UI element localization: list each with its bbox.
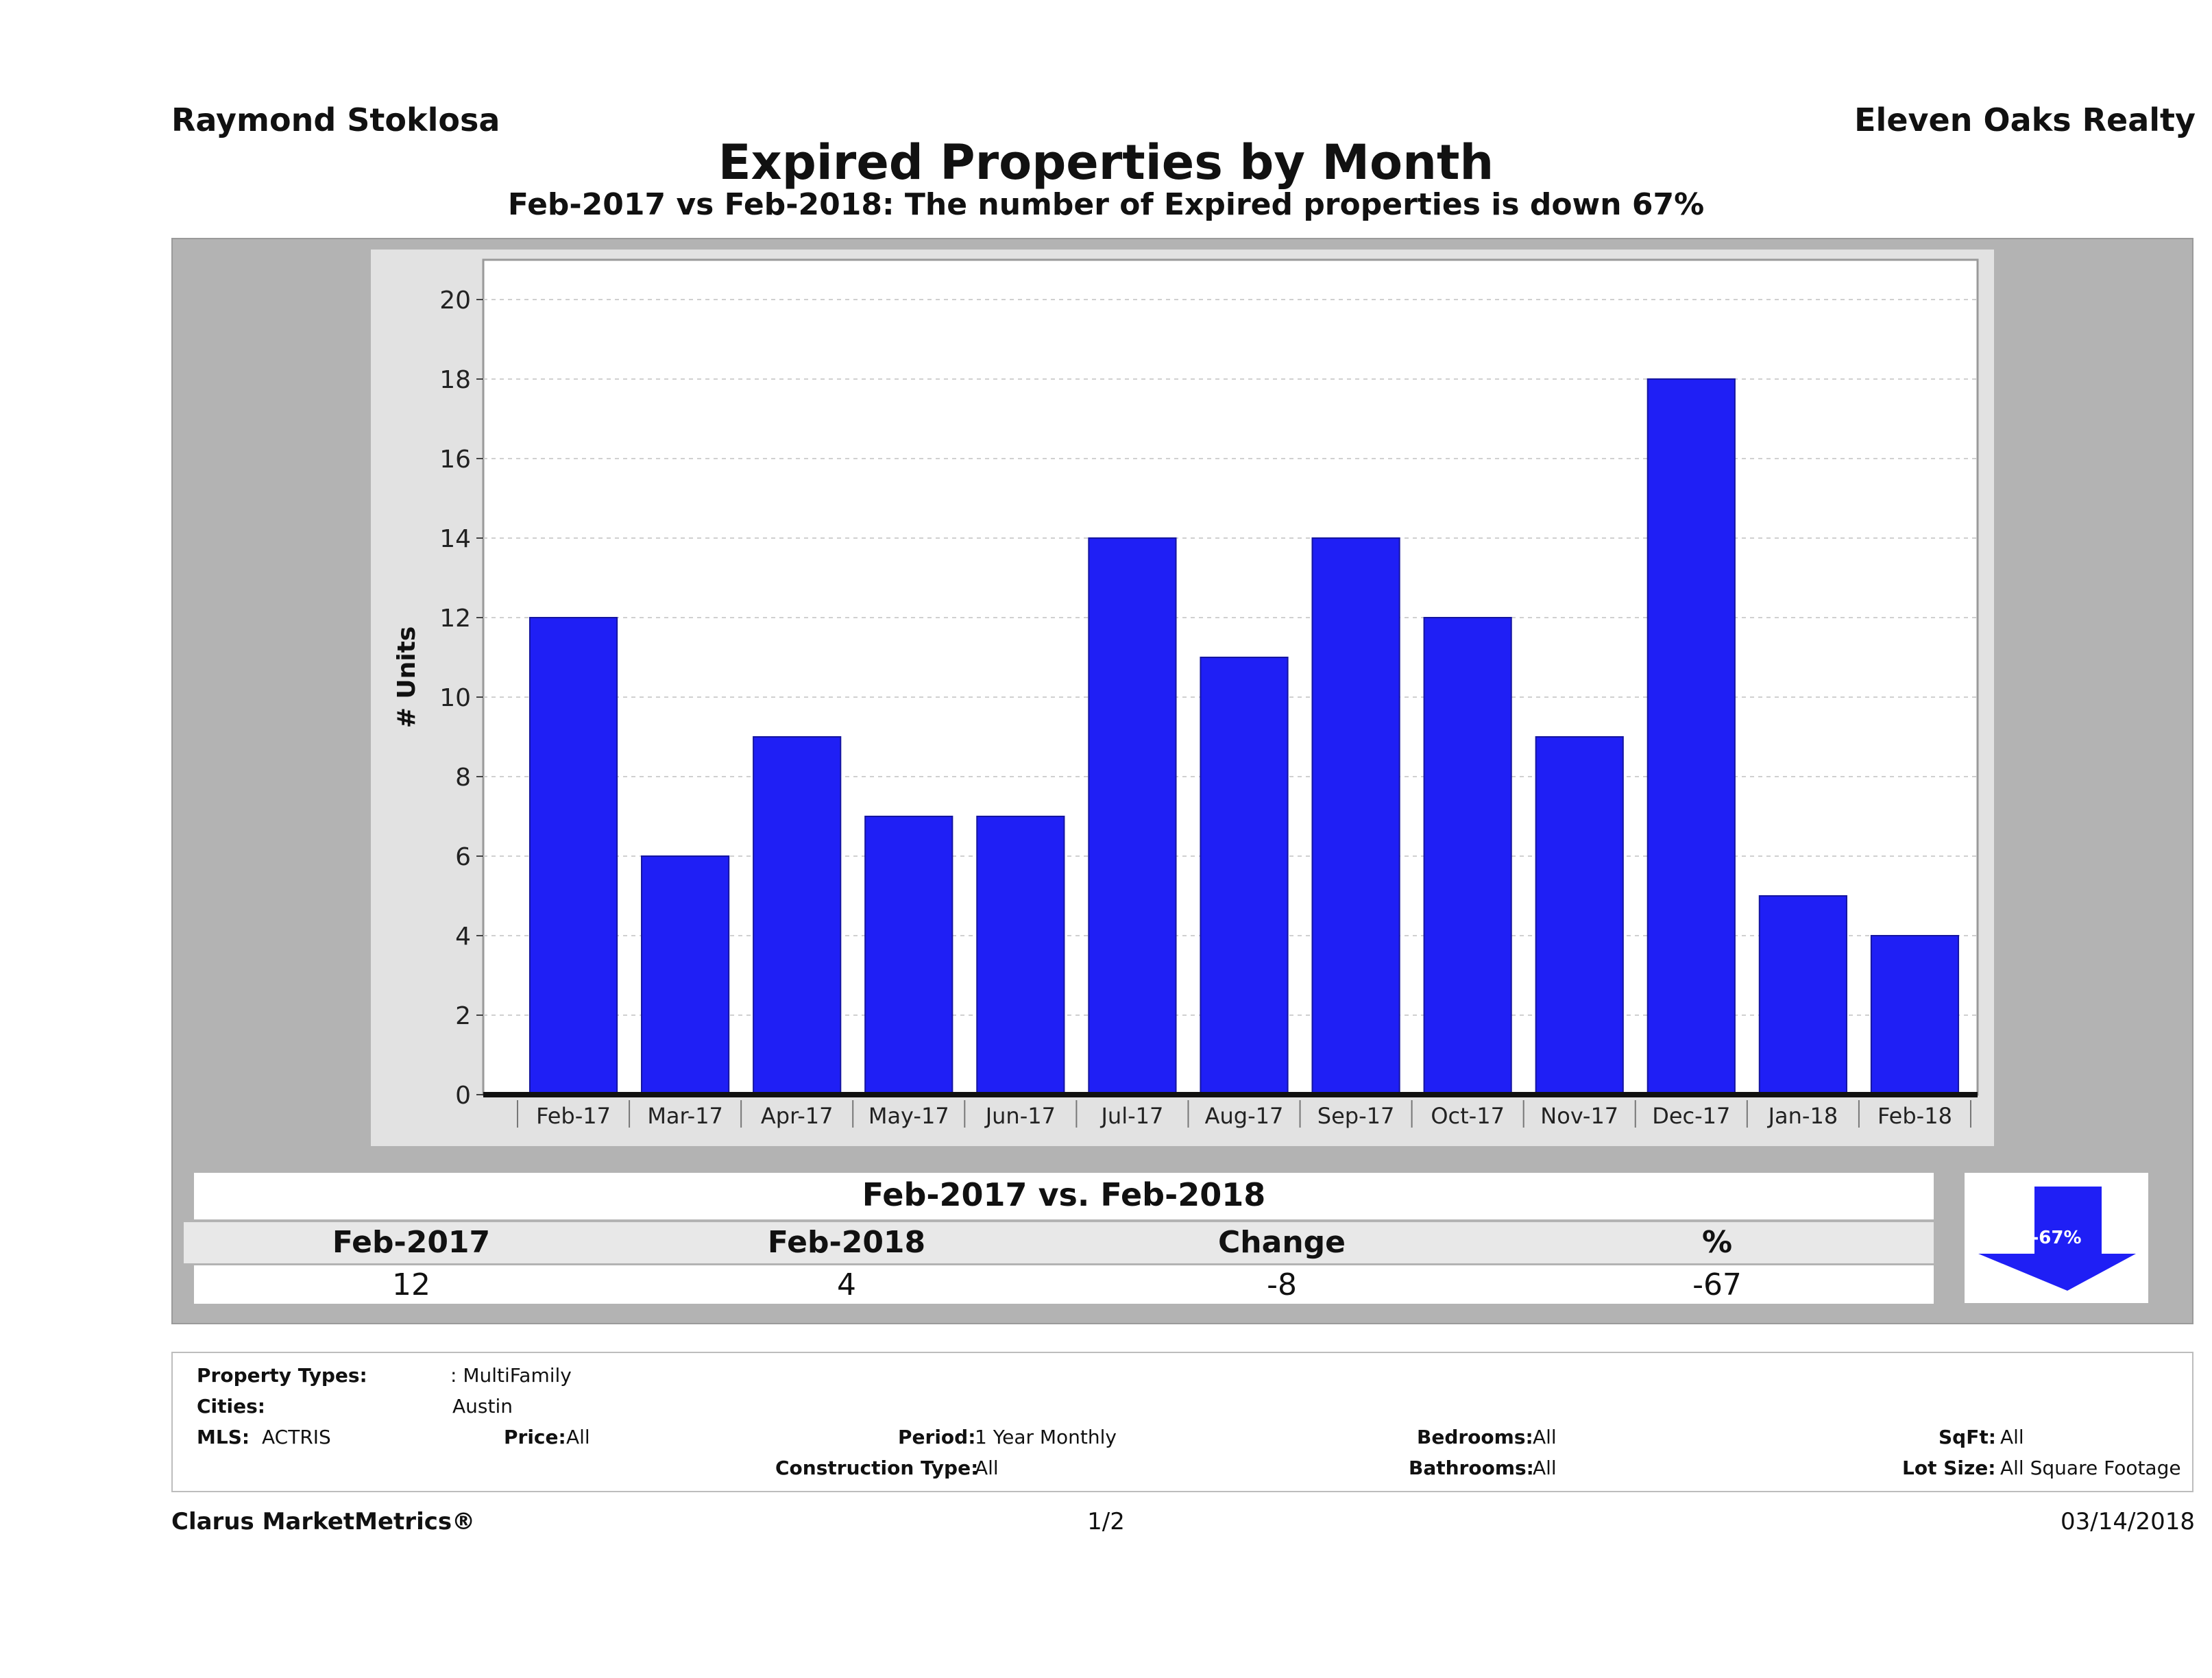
construction-type-value: All [975, 1457, 999, 1479]
property-types-label: Property Types: [197, 1364, 367, 1387]
y-tick-label: 2 [455, 1002, 471, 1030]
bar-chart: 0 2 4 6 8 10 12 14 16 18 20 # Units Feb-17 Mar-17 Apr-… [393, 258, 1979, 1129]
bathrooms-label: Bathrooms: [1409, 1457, 1534, 1479]
bar-Nov-17 [1535, 736, 1624, 1095]
comparison-title-row [194, 1173, 1934, 1219]
comparison-value-percent: -67 [1692, 1267, 1742, 1302]
comparison-value-feb-2018: 4 [837, 1267, 856, 1302]
bar-Feb-17 [528, 617, 618, 1095]
bar-Apr-17 [753, 736, 842, 1095]
page-number: 1/2 [1087, 1508, 1125, 1535]
y-axis-label: # Units [393, 627, 421, 729]
y-tick-label: 14 [439, 525, 471, 553]
comparison-header-feb-2018: Feb-2018 [767, 1225, 926, 1260]
lot-size-label: Lot Size: [1902, 1457, 1996, 1479]
comparison-header-percent: % [1701, 1225, 1733, 1260]
bedrooms-label: Bedrooms: [1417, 1426, 1533, 1448]
bar-Mar-17 [641, 855, 730, 1095]
mls-value: ACTRIS [262, 1426, 331, 1448]
x-tick-label: Feb-17 [536, 1103, 611, 1129]
period-value: 1 Year Monthly [975, 1426, 1117, 1448]
broker-name: Eleven Oaks Realty [1854, 101, 2196, 138]
y-tick-label: 10 [439, 684, 471, 712]
x-tick-label: Jul-17 [1099, 1103, 1163, 1129]
lot-size-value: All Square Footage [2000, 1457, 2181, 1479]
report-date: 03/14/2018 [2061, 1508, 2195, 1535]
x-tick-label: May-17 [868, 1103, 949, 1129]
cities-value: Austin [452, 1395, 513, 1418]
comparison-header-row [184, 1222, 1934, 1263]
y-tick-label: 6 [455, 843, 471, 871]
search-criteria-box [171, 1352, 2193, 1492]
chart-title: Expired Properties by Month [718, 134, 1494, 191]
x-tick-label: Apr-17 [761, 1103, 834, 1129]
down-arrow-icon: -67% [1978, 1187, 2136, 1291]
x-tick-label: Dec-17 [1652, 1103, 1730, 1129]
comparison-header-feb-2017: Feb-2017 [332, 1225, 491, 1260]
y-tick-label: 8 [455, 764, 471, 792]
cities-label: Cities: [197, 1395, 265, 1418]
bar-Jun-17 [976, 816, 1065, 1095]
y-tick-label: 0 [455, 1082, 471, 1110]
chart-panel: 0 2 4 6 8 10 12 14 16 18 20 # Units Feb-17 Mar-17 Apr-… [371, 250, 1994, 1146]
bar-Oct-17 [1423, 617, 1512, 1095]
x-tick-label: Aug-17 [1205, 1103, 1284, 1129]
bar-Aug-17 [1200, 657, 1289, 1095]
agent-name: Raymond Stoklosa [171, 101, 500, 138]
comparison-value-change: -8 [1267, 1267, 1297, 1302]
x-tick-label: Sep-17 [1317, 1103, 1395, 1129]
bar-Feb-18 [1870, 935, 1960, 1095]
bar-Sep-17 [1311, 537, 1400, 1095]
x-tick-label: Mar-17 [647, 1103, 723, 1129]
x-tick-label: Jan-18 [1767, 1103, 1838, 1129]
comparison-value-feb-2017: 12 [392, 1267, 430, 1302]
y-tick-label: 4 [455, 923, 471, 951]
chart-subtitle: Feb-2017 vs Feb-2018: The number of Expi… [507, 187, 1705, 222]
comparison-title: Feb-2017 vs. Feb-2018 [862, 1176, 1266, 1213]
bar-Jul-17 [1088, 537, 1177, 1095]
y-tick-label: 18 [439, 366, 471, 394]
footer-brand: Clarus MarketMetrics® [171, 1508, 476, 1535]
bedrooms-value: All [1533, 1426, 1557, 1448]
y-tick-label: 20 [439, 287, 471, 315]
y-tick-label: 12 [439, 605, 471, 633]
x-tick-label: Oct-17 [1431, 1103, 1505, 1129]
comparison-value-row [194, 1265, 1934, 1304]
bar-Dec-17 [1646, 378, 1736, 1095]
period-label: Period: [898, 1426, 976, 1448]
price-value: All [566, 1426, 590, 1448]
price-label: Price: [504, 1426, 566, 1448]
property-types-value: : MultiFamily [450, 1364, 572, 1387]
bathrooms-value: All [1533, 1457, 1557, 1479]
y-tick-label: 16 [439, 446, 471, 474]
x-tick-label: Feb-18 [1877, 1103, 1952, 1129]
sqft-label: SqFt: [1938, 1426, 1996, 1448]
change-badge-text: -67% [2031, 1228, 2081, 1248]
change-badge: -67% [1965, 1173, 2148, 1303]
x-tick-label: Nov-17 [1540, 1103, 1618, 1129]
comparison-header-change: Change [1218, 1225, 1346, 1260]
sqft-value: All [2000, 1426, 2024, 1448]
bar-Jan-18 [1758, 895, 1847, 1095]
bar-May-17 [864, 816, 953, 1095]
x-tick-label: Jun-17 [984, 1103, 1056, 1129]
construction-type-label: Construction Type: [775, 1457, 979, 1479]
mls-label: MLS: [197, 1426, 250, 1448]
